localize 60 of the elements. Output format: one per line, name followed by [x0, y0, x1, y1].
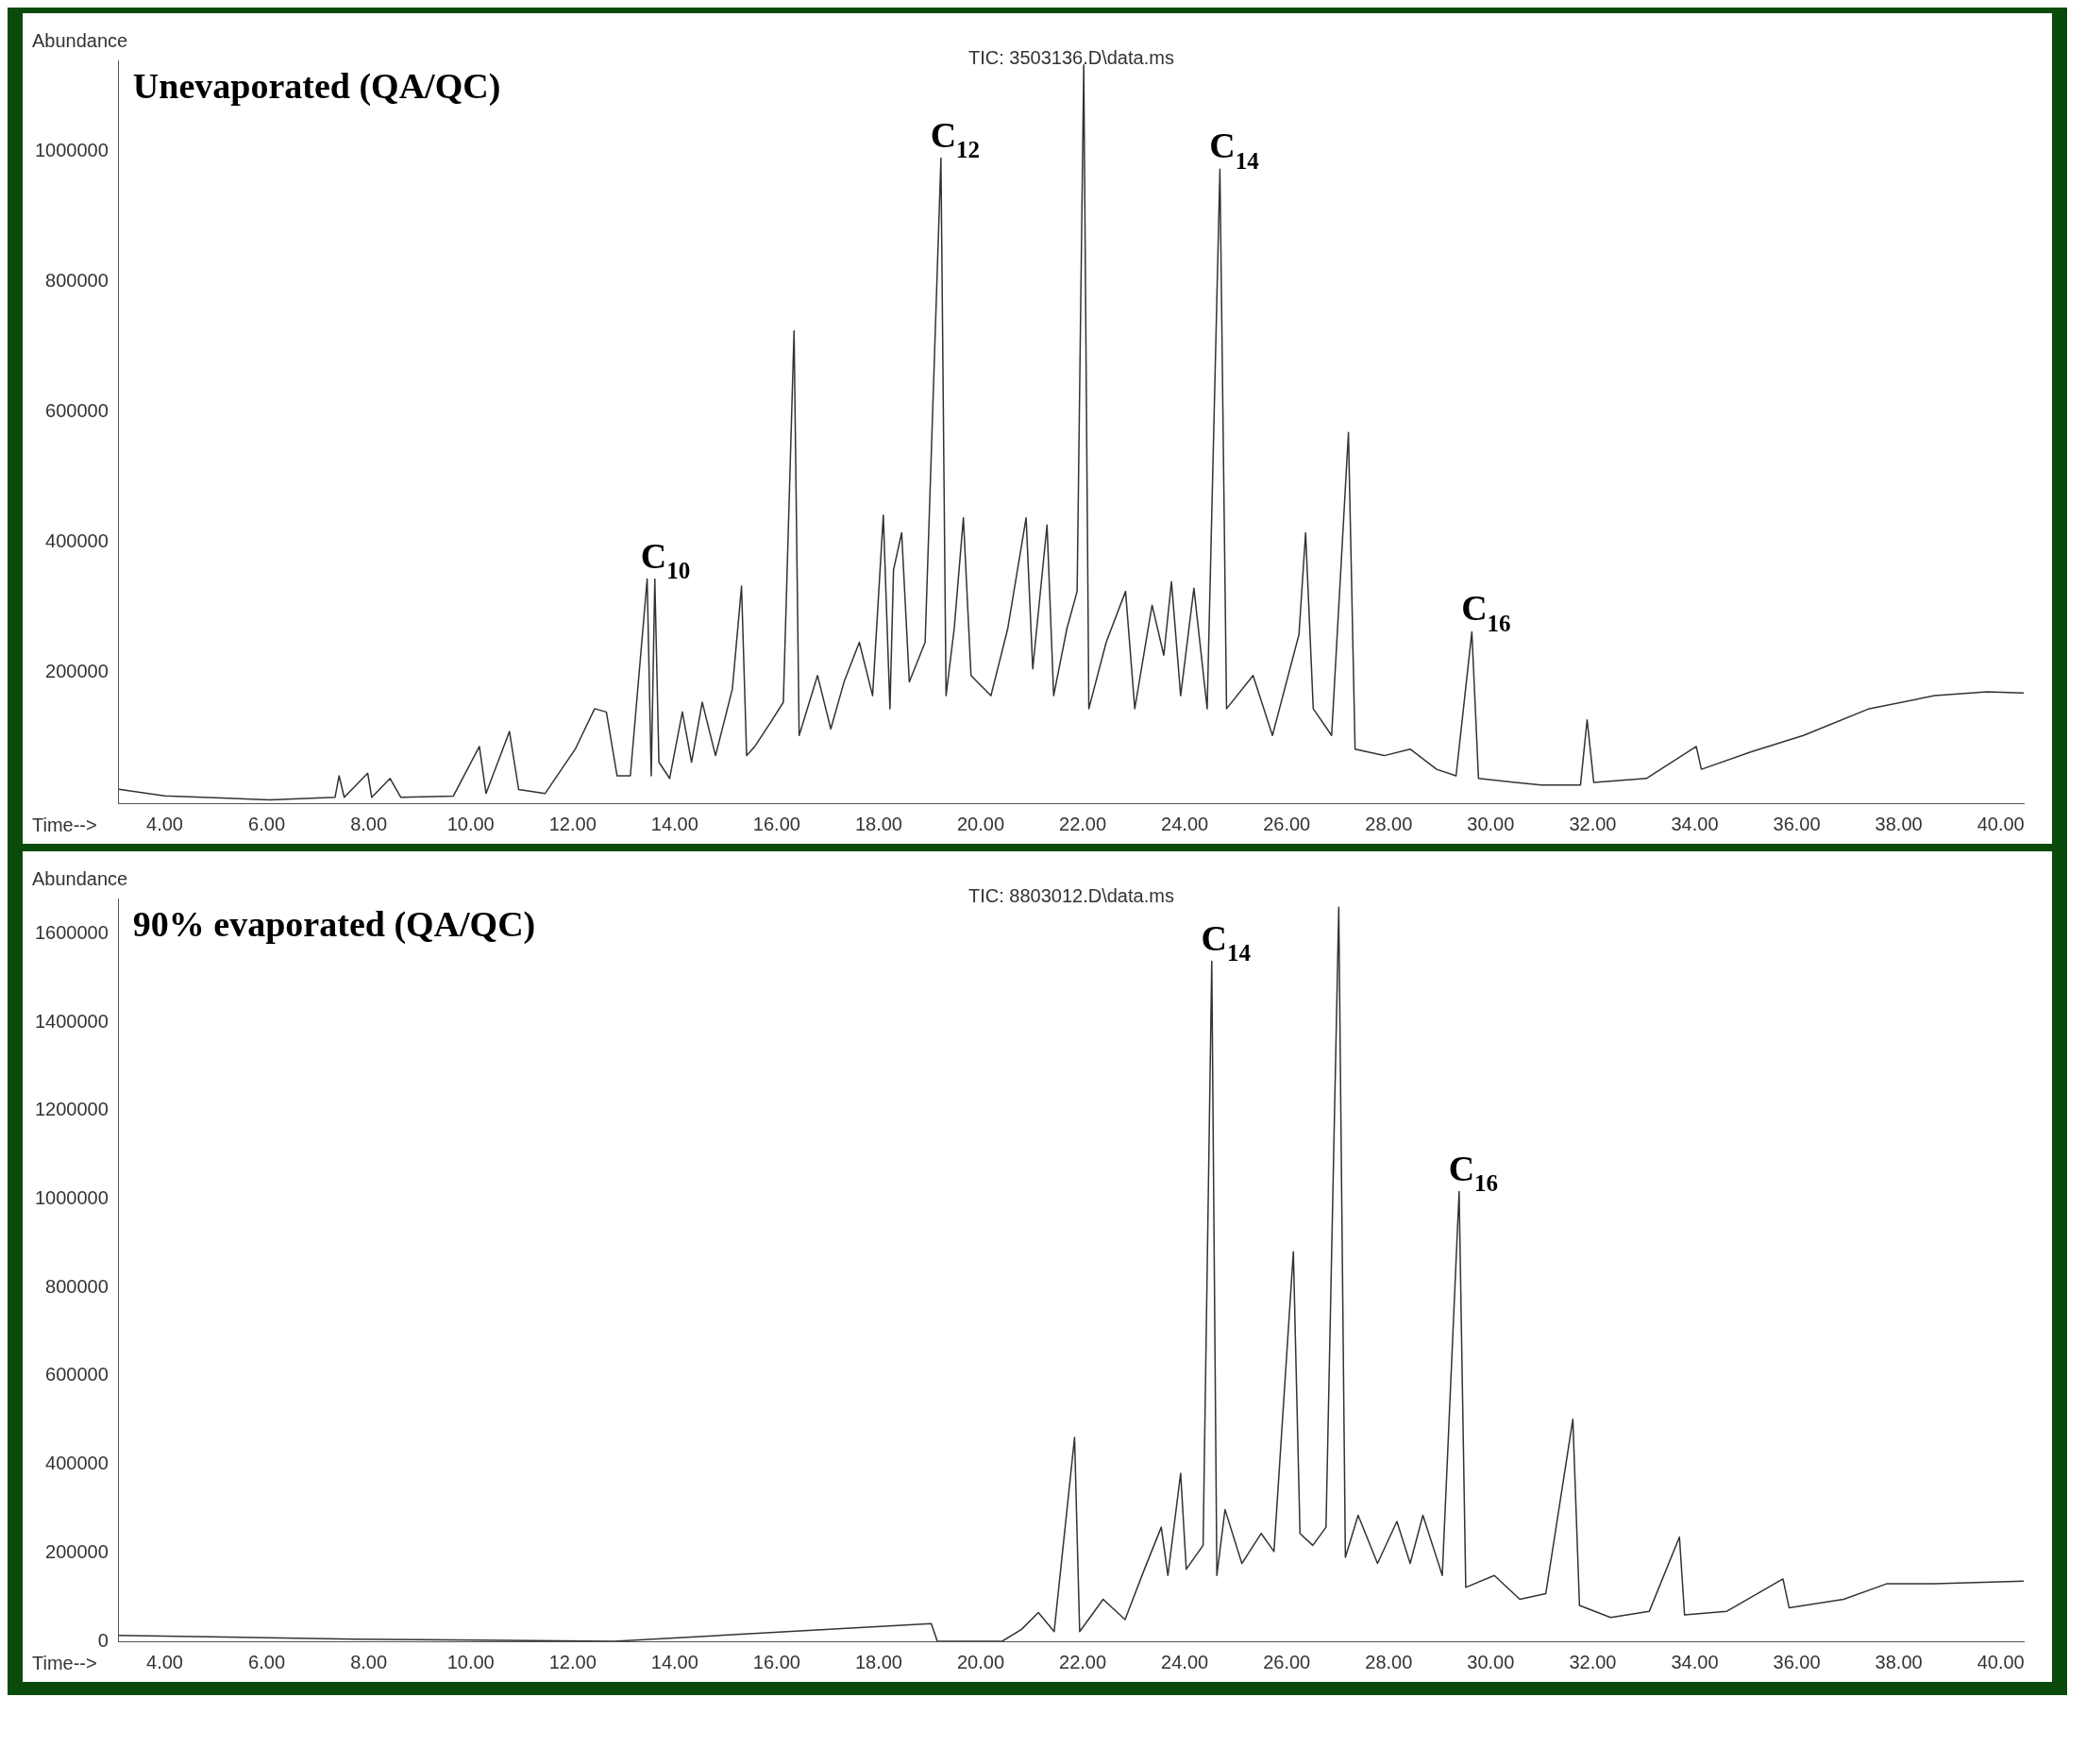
- y-tick-label: 400000: [45, 1453, 109, 1474]
- x-tick-label: 8.00: [350, 1651, 388, 1672]
- x-tick-label: 20.00: [956, 1651, 1005, 1672]
- y-axis-title: Abundance: [32, 868, 128, 889]
- x-tick-label: 14.00: [650, 813, 698, 834]
- y-tick-label: 600000: [45, 400, 109, 422]
- x-tick-label: 10.00: [446, 1651, 495, 1672]
- x-tick-label: 30.00: [1467, 813, 1515, 834]
- y-tick-label: 1000000: [34, 140, 109, 161]
- x-tick-label: 36.00: [1773, 1651, 1821, 1672]
- x-tick-label: 26.00: [1263, 813, 1311, 834]
- x-tick-label: 30.00: [1467, 1651, 1515, 1672]
- x-tick-label: 22.00: [1059, 1651, 1107, 1672]
- x-tick-label: 40.00: [1977, 1651, 2025, 1672]
- x-tick-label: 24.00: [1161, 813, 1209, 834]
- x-tick-label: 34.00: [1671, 1651, 1719, 1672]
- x-tick-label: 20.00: [956, 813, 1005, 834]
- y-tick-label: 800000: [45, 1275, 109, 1297]
- x-tick-label: 28.00: [1365, 813, 1413, 834]
- y-tick-label: 0: [97, 1629, 109, 1651]
- x-tick-label: 40.00: [1977, 813, 2025, 834]
- chart-title: TIC: 3503136.D\data.ms: [967, 47, 1174, 68]
- x-tick-label: 4.00: [146, 813, 183, 834]
- x-axis-title: Time-->: [32, 1653, 97, 1673]
- x-tick-label: 10.00: [446, 813, 495, 834]
- x-tick-label: 38.00: [1875, 813, 1923, 834]
- x-tick-label: 32.00: [1569, 1651, 1617, 1672]
- x-tick-label: 36.00: [1773, 813, 1821, 834]
- x-tick-label: 12.00: [548, 813, 597, 834]
- x-tick-label: 18.00: [854, 1651, 902, 1672]
- chart-title: TIC: 8803012.D\data.ms: [967, 885, 1174, 906]
- y-axis-title: Abundance: [32, 30, 128, 51]
- annotation: 90% evaporated (QA/QC): [132, 904, 536, 945]
- y-tick-label: 800000: [45, 270, 109, 292]
- x-tick-label: 34.00: [1671, 813, 1719, 834]
- x-tick-label: 18.00: [854, 813, 902, 834]
- x-tick-label: 12.00: [548, 1651, 597, 1672]
- x-tick-label: 16.00: [752, 813, 800, 834]
- x-tick-label: 24.00: [1161, 1651, 1209, 1672]
- x-tick-label: 14.00: [650, 1651, 698, 1672]
- annotation: Unevaporated (QA/QC): [132, 66, 501, 107]
- y-tick-label: 1000000: [34, 1187, 109, 1209]
- y-tick-label: 1400000: [34, 1010, 109, 1032]
- x-tick-label: 6.00: [248, 1651, 286, 1672]
- x-tick-label: 4.00: [146, 1651, 183, 1672]
- x-tick-label: 6.00: [248, 813, 286, 834]
- y-tick-label: 1600000: [34, 921, 109, 943]
- x-tick-label: 16.00: [752, 1651, 800, 1672]
- x-tick-label: 32.00: [1569, 813, 1617, 834]
- y-tick-label: 600000: [45, 1364, 109, 1386]
- x-tick-label: 26.00: [1263, 1651, 1311, 1672]
- x-tick-label: 38.00: [1875, 1651, 1923, 1672]
- x-tick-label: 8.00: [350, 813, 388, 834]
- x-axis-title: Time-->: [32, 815, 97, 835]
- y-tick-label: 400000: [45, 530, 109, 552]
- x-tick-label: 28.00: [1365, 1651, 1413, 1672]
- x-tick-label: 22.00: [1059, 813, 1107, 834]
- y-tick-label: 1200000: [34, 1099, 109, 1120]
- y-tick-label: 200000: [45, 1540, 109, 1562]
- y-tick-label: 200000: [45, 661, 109, 682]
